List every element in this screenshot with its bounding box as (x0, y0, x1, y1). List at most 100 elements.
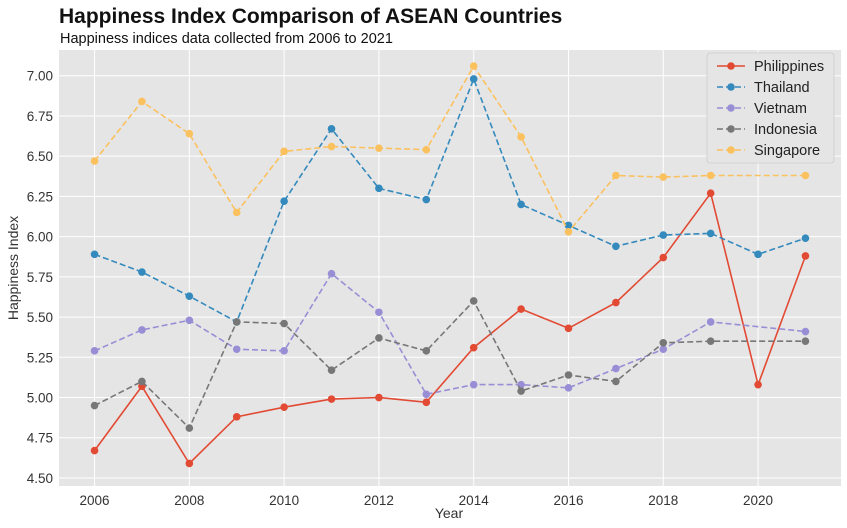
legend-item-singapore: Singapore (717, 143, 820, 159)
data-point-vietnam (801, 327, 810, 336)
data-point-philippines (327, 395, 336, 403)
data-point-singapore (706, 171, 715, 180)
data-point-thailand (375, 184, 383, 193)
legend-item-thailand: Thailand (717, 80, 810, 96)
y-tick-label: 6.00 (27, 230, 53, 245)
data-point-vietnam (232, 345, 241, 354)
data-point-thailand (612, 242, 620, 251)
data-point-thailand (280, 197, 288, 206)
data-point-singapore (612, 171, 620, 180)
legend-label-singapore: Singapore (754, 143, 820, 159)
data-point-vietnam (612, 364, 620, 373)
x-tick-label: 2016 (553, 493, 583, 508)
data-point-thailand (185, 292, 194, 300)
data-point-philippines (564, 324, 573, 333)
x-tick-label: 2020 (743, 493, 773, 508)
legend-item-philippines: Philippines (717, 59, 824, 75)
y-tick-labels: 4.50 4.75 5.00 5.25 5.50 5.75 6.00 6.25 6.50 6.75… (27, 69, 53, 486)
y-tick-label: 4.75 (27, 431, 53, 446)
data-point-vietnam (706, 318, 715, 326)
data-point-indonesia (612, 377, 620, 386)
data-point-singapore (659, 173, 668, 181)
series-layer (90, 62, 810, 468)
data-point-philippines (375, 393, 383, 402)
legend-label-indonesia: Indonesia (754, 122, 818, 138)
x-tick-label: 2008 (174, 493, 204, 508)
data-point-thailand (469, 75, 478, 83)
data-point-philippines (90, 446, 99, 455)
data-point-vietnam (280, 347, 288, 355)
y-tick-label: 4.50 (27, 471, 53, 486)
data-point-indonesia (232, 318, 241, 326)
data-point-singapore (90, 157, 99, 165)
data-point-singapore (327, 142, 336, 151)
data-point-indonesia (564, 371, 573, 379)
data-point-singapore (564, 228, 573, 236)
x-tick-label: 2012 (364, 493, 394, 508)
data-point-indonesia (469, 297, 478, 305)
y-tick-label: 7.00 (27, 69, 53, 84)
data-point-indonesia (659, 339, 668, 347)
series-singapore (90, 62, 810, 236)
data-point-thailand (422, 195, 431, 204)
data-point-philippines (185, 459, 194, 468)
y-tick-label: 5.00 (27, 391, 53, 406)
data-point-philippines (280, 403, 288, 411)
data-point-thailand (327, 125, 336, 133)
data-point-thailand (517, 200, 525, 209)
series-line-indonesia (94, 299, 806, 430)
data-point-philippines (469, 343, 478, 352)
data-point-singapore (375, 144, 383, 152)
x-tick-labels: 2006 2008 2010 2012 2014 2016 2018 2020 (80, 493, 774, 508)
x-tick-label: 2006 (80, 493, 110, 508)
data-point-singapore (469, 62, 478, 70)
data-point-singapore (801, 171, 810, 180)
x-tick-label: 2010 (269, 493, 299, 508)
data-point-thailand (564, 221, 573, 230)
data-point-singapore (422, 145, 431, 154)
chart-title: Happiness Index Comparison of ASEAN Coun… (59, 5, 562, 28)
y-tick-label: 5.50 (27, 310, 53, 325)
data-point-vietnam (469, 380, 478, 389)
x-axis-label: Year (435, 505, 464, 521)
data-point-vietnam (564, 384, 573, 392)
data-point-vietnam (138, 326, 146, 334)
legend-item-vietnam: Vietnam (717, 101, 807, 117)
data-point-singapore (517, 133, 525, 141)
data-point-singapore (280, 147, 288, 156)
legend-marker-singapore (727, 146, 735, 154)
y-tick-label: 5.75 (27, 270, 53, 285)
data-point-philippines (422, 398, 431, 407)
data-point-thailand (801, 234, 810, 243)
data-point-philippines (517, 305, 525, 313)
data-point-thailand (706, 229, 715, 238)
data-point-indonesia (327, 366, 336, 374)
data-point-indonesia (375, 334, 383, 342)
data-point-vietnam (659, 345, 668, 354)
y-tick-label: 6.25 (27, 189, 53, 204)
data-point-indonesia (185, 424, 194, 432)
data-point-philippines (232, 413, 241, 421)
series-thailand (90, 75, 810, 326)
data-point-indonesia (90, 401, 99, 410)
data-point-philippines (754, 380, 762, 389)
data-point-philippines (612, 298, 620, 307)
data-point-indonesia (801, 337, 810, 346)
data-point-indonesia (138, 377, 146, 386)
legend-label-vietnam: Vietnam (754, 101, 807, 117)
series-line-philippines (93, 191, 807, 465)
data-point-indonesia (280, 319, 288, 328)
data-point-singapore (232, 208, 241, 217)
y-axis-label: Happiness Index (5, 216, 21, 320)
legend-label-philippines: Philippines (754, 59, 824, 75)
legend-item-indonesia: Indonesia (717, 122, 818, 138)
data-point-philippines (706, 189, 715, 197)
data-point-thailand (90, 250, 99, 259)
data-point-vietnam (422, 390, 431, 399)
y-tick-label: 6.50 (27, 149, 53, 164)
data-point-indonesia (422, 347, 431, 355)
legend-marker-indonesia (727, 125, 735, 133)
legend-marker-thailand (727, 83, 735, 91)
series-philippines (90, 189, 810, 468)
